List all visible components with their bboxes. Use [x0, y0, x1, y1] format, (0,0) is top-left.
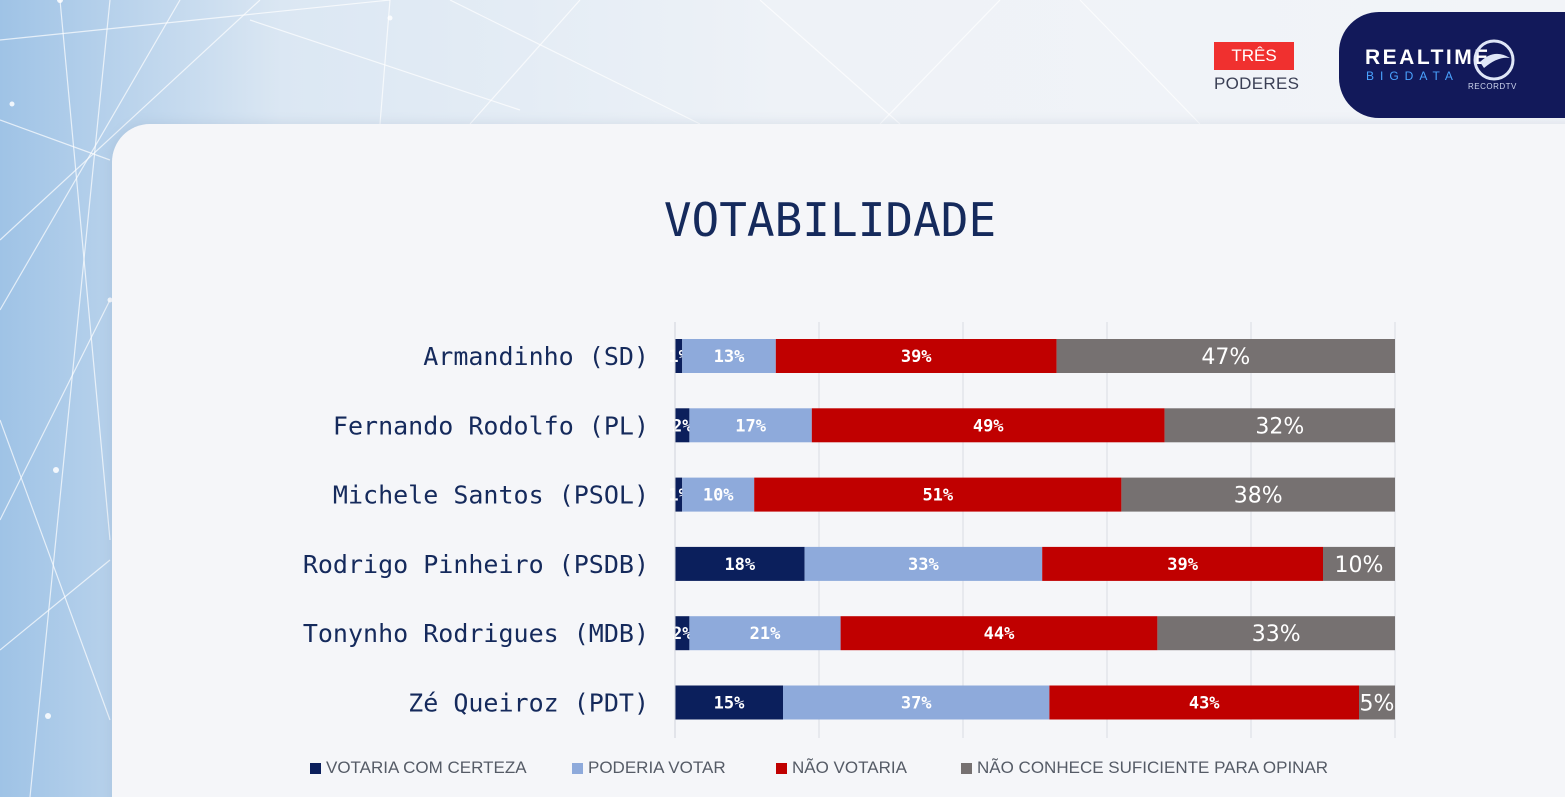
content-card: [112, 124, 1565, 797]
data-label-poderia: 17%: [735, 416, 766, 436]
bar-segment-nao-conhece: [1359, 685, 1395, 720]
category-label: Tonynho Rodrigues (MDB): [303, 619, 649, 648]
brand-name: REALTIME: [1365, 46, 1491, 69]
data-label-poderia: 10%: [703, 486, 734, 506]
bar-segment-nao-votaria: [1042, 546, 1323, 581]
category-label: Fernando Rodolfo (PL): [333, 411, 649, 440]
data-label-votaria: 2%: [672, 416, 693, 436]
bar-segment-votaria: [675, 408, 690, 443]
data-label-votaria: 2%: [672, 624, 693, 644]
data-label-poderia: 13%: [714, 347, 745, 367]
legend-label-nao-conhece: NÃO CONHECE SUFICIENTE PARA OPINAR: [977, 758, 1329, 777]
bar-segment-poderia: [804, 546, 1043, 581]
bar-segment-nao-votaria: [811, 408, 1165, 443]
data-label-nao-conhece: 5%: [1360, 692, 1395, 717]
category-label: Armandinho (SD): [423, 342, 649, 371]
legend-item-nao-votaria: NÃO VOTARIA: [776, 758, 907, 778]
tres-poderes-badge-bottom: PODERES: [1214, 74, 1300, 93]
data-label-nao-votaria: 49%: [973, 416, 1004, 436]
bar-segment-nao-votaria: [775, 339, 1057, 373]
data-label-nao-conhece: 38%: [1234, 484, 1283, 509]
data-label-nao-votaria: 39%: [1167, 555, 1198, 575]
bar-segment-nao-conhece: [1164, 408, 1395, 443]
legend-swatch-nao-conhece: [961, 762, 972, 774]
legend-label-poderia: PODERIA VOTAR: [588, 758, 726, 777]
bar-segment-votaria: [675, 339, 683, 373]
data-label-nao-conhece: 33%: [1252, 622, 1301, 647]
legend-swatch-poderia: [572, 762, 583, 774]
bar-segment-votaria: [675, 685, 783, 720]
data-label-nao-votaria: 51%: [922, 486, 953, 506]
data-label-poderia: 33%: [908, 555, 939, 575]
data-label-nao-votaria: 43%: [1189, 694, 1220, 714]
bar-segment-nao-conhece: [1323, 546, 1395, 581]
bar-segment-poderia: [682, 339, 776, 373]
data-label-poderia: 37%: [901, 694, 932, 714]
tres-poderes-badge-top: TRÊS: [1214, 42, 1294, 70]
bar-segment-votaria: [675, 616, 690, 651]
bar-segment-nao-conhece: [1157, 616, 1395, 651]
category-label: Zé Queiroz (PDT): [408, 689, 649, 718]
legend-item-poderia: PODERIA VOTAR: [572, 758, 726, 778]
data-label-nao-votaria: 44%: [984, 624, 1015, 644]
bar-segment-poderia: [783, 685, 1050, 720]
category-label: Michele Santos (PSOL): [333, 481, 649, 510]
category-label: Rodrigo Pinheiro (PSDB): [303, 550, 649, 579]
tres-poderes-logo: TRÊS PODERES: [1214, 42, 1300, 94]
data-label-nao-votaria: 39%: [901, 347, 932, 367]
data-label-nao-conhece: 32%: [1255, 414, 1304, 439]
data-label-nao-conhece: 47%: [1201, 345, 1250, 370]
bar-segment-nao-votaria: [840, 616, 1158, 651]
bar-segment-nao-votaria: [1049, 685, 1359, 720]
realtime-bigdata-logo: REALTIME BIGDATA RECORDTV: [1339, 12, 1565, 118]
bar-segment-poderia: [682, 477, 755, 512]
legend-swatch-votaria: [310, 762, 321, 774]
data-label-votaria: 15%: [714, 694, 745, 714]
legend-swatch-nao-votaria: [776, 762, 787, 774]
bar-segment-nao-conhece: [1121, 477, 1395, 512]
legend-item-votaria: VOTARIA COM CERTEZA: [310, 758, 527, 778]
bar-segment-nao-conhece: [1056, 339, 1395, 373]
data-label-poderia: 21%: [750, 624, 781, 644]
bar-segment-nao-votaria: [754, 477, 1122, 512]
legend-item-nao-conhece: NÃO CONHECE SUFICIENTE PARA OPINAR: [961, 758, 1328, 778]
bar-segment-poderia: [689, 408, 812, 443]
brand-network: RECORDTV: [1468, 82, 1517, 91]
data-label-nao-conhece: 10%: [1335, 553, 1384, 578]
data-label-votaria: 18%: [724, 555, 755, 575]
legend-label-votaria: VOTARIA COM CERTEZA: [326, 758, 527, 777]
record-tv-logo-icon: [1473, 39, 1515, 81]
bar-segment-poderia: [689, 616, 841, 651]
legend-label-nao-votaria: NÃO VOTARIA: [792, 758, 907, 777]
bar-segment-votaria: [675, 546, 805, 581]
brand-sub: BIGDATA: [1366, 69, 1459, 83]
chart-title: VOTABILIDADE: [663, 193, 997, 247]
bar-segment-votaria: [675, 477, 683, 512]
